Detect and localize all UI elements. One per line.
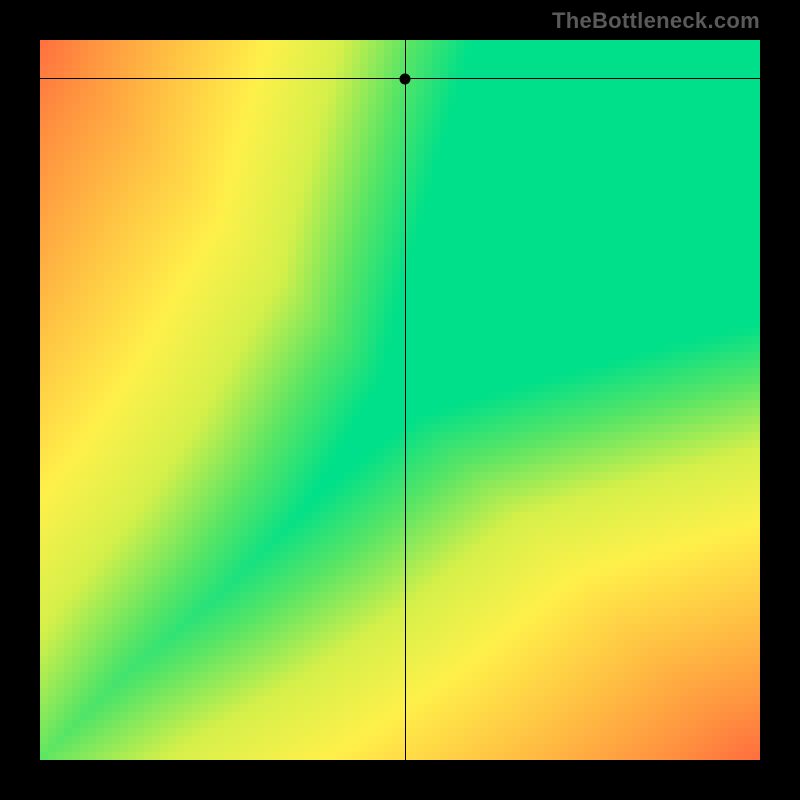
watermark-text: TheBottleneck.com — [552, 8, 760, 34]
heatmap-canvas — [40, 40, 760, 760]
heatmap-plot — [40, 40, 760, 760]
